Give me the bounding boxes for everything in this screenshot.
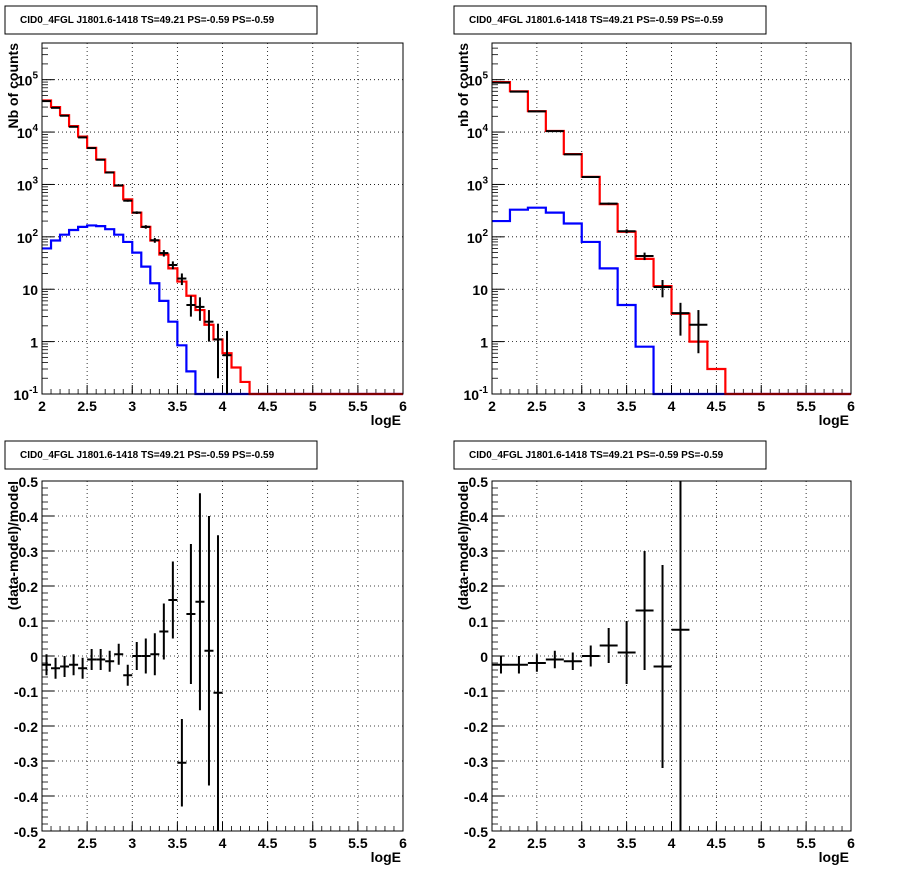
p1-title-box: [4, 5, 318, 35]
p1-plot-frame: [41, 42, 404, 395]
p4-ytick-label: 0.3: [469, 544, 489, 560]
p3-xtick-label: 4: [219, 835, 227, 851]
p4-xtick-label: 6: [847, 835, 855, 851]
p4-xtick-label: 3: [578, 835, 586, 851]
p3-ylabel: (data-model)/model: [5, 481, 21, 610]
p2-ytick-label: 1: [480, 335, 488, 351]
p1-ytick-label: 102: [17, 228, 39, 246]
p3-plot-frame: [41, 480, 404, 832]
p1-xlabel: logE: [371, 412, 401, 428]
p4-xtick-label: 2: [488, 835, 496, 851]
p1-ytick-label: 103: [17, 175, 39, 193]
p1-title: CID0_4FGL J1801.6-1418 TS=49.21 PS=-0.59…: [20, 15, 275, 26]
p1-xtick-label: 5: [309, 398, 317, 414]
p2-xtick-label: 4: [668, 398, 676, 414]
p3-ytick-label: -0.2: [14, 719, 38, 735]
p4-title: CID0_4FGL J1801.6-1418 TS=49.21 PS=-0.59…: [469, 450, 724, 461]
p1-xtick-label: 6: [399, 398, 407, 414]
p1-ytick-label: 1: [30, 335, 38, 351]
p1-xtick-label: 4.5: [258, 398, 278, 414]
p2-xtick-label: 4.5: [707, 398, 727, 414]
p4-ytick-label: 0.1: [469, 614, 489, 630]
p4-plot-frame: [491, 480, 852, 832]
p3-xtick-label: 2: [38, 835, 46, 851]
p4-ytick-label: 0.5: [469, 474, 489, 490]
p2-xtick-label: 5.5: [796, 398, 816, 414]
p3-xtick-label: 6: [399, 835, 407, 851]
p4-xtick-label: 3.5: [617, 835, 637, 851]
p3-ytick-label: -0.4: [14, 789, 38, 805]
p4-ytick-label: 0: [480, 649, 488, 665]
p3-xtick-label: 3: [128, 835, 136, 851]
p3-xtick-label: 5: [309, 835, 317, 851]
p2-title-box: [453, 5, 767, 35]
p3-xtick-label: 4.5: [258, 835, 278, 851]
p4-xtick-label: 5: [757, 835, 765, 851]
p2-ytick-label: 103: [467, 175, 489, 193]
p4-ytick-label: -0.4: [464, 789, 488, 805]
p3-ytick-label: 0: [30, 649, 38, 665]
p3-xtick-label: 3.5: [168, 835, 188, 851]
p1-ytick-label: 10-1: [14, 385, 39, 403]
p3-xtick-label: 5.5: [348, 835, 368, 851]
p2-ytick-label: 10-1: [464, 385, 489, 403]
p3-ytick-label: -0.3: [14, 754, 38, 770]
p3-ytick-label: 0.1: [19, 614, 39, 630]
p1-xtick-label: 2: [38, 398, 46, 414]
p1-xtick-label: 5.5: [348, 398, 368, 414]
p3-title: CID0_4FGL J1801.6-1418 TS=49.21 PS=-0.59…: [20, 450, 275, 461]
p3-xtick-label: 2.5: [77, 835, 97, 851]
p4-title-box: [453, 440, 767, 470]
p4-xtick-label: 4.5: [707, 835, 727, 851]
p1-xtick-label: 4: [219, 398, 227, 414]
p3-ytick-label: -0.5: [14, 824, 38, 840]
p4-ytick-label: -0.5: [464, 824, 488, 840]
p2-xtick-label: 5: [757, 398, 765, 414]
p4-xtick-label: 4: [668, 835, 676, 851]
p1-xtick-label: 3.5: [168, 398, 188, 414]
p1-xtick-label: 3: [128, 398, 136, 414]
p2-xtick-label: 3: [578, 398, 586, 414]
p3-xlabel: logE: [371, 849, 401, 865]
p4-xtick-label: 5.5: [796, 835, 816, 851]
p1-ylabel: Nb of counts: [5, 43, 21, 129]
p4-ytick-label: -0.2: [464, 719, 488, 735]
p1-xtick-label: 2.5: [77, 398, 97, 414]
p2-ytick-label: 102: [467, 228, 489, 246]
p2-xtick-label: 6: [847, 398, 855, 414]
p3-title-box: [4, 440, 318, 470]
p2-ylabel: nb of counts: [455, 43, 471, 127]
p4-xtick-label: 2.5: [527, 835, 547, 851]
p2-ytick-label: 105: [467, 71, 489, 89]
p2-title: CID0_4FGL J1801.6-1418 TS=49.21 PS=-0.59…: [469, 15, 724, 26]
p4-ytick-label: -0.1: [464, 684, 488, 700]
p2-xtick-label: 3.5: [617, 398, 637, 414]
p4-ytick-label: 0.4: [469, 509, 489, 525]
p3-ytick-label: 0.3: [19, 544, 39, 560]
p3-ytick-label: 0.5: [19, 474, 39, 490]
p2-xtick-label: 2.5: [527, 398, 547, 414]
p1-ytick-label: 10: [22, 282, 38, 298]
p3-ytick-label: 0.2: [19, 579, 39, 595]
p4-ytick-label: -0.3: [464, 754, 488, 770]
p2-xlabel: logE: [819, 412, 849, 428]
p3-ytick-label: -0.1: [14, 684, 38, 700]
p4-ytick-label: 0.2: [469, 579, 489, 595]
p2-ytick-label: 104: [467, 123, 489, 141]
p2-plot-frame: [491, 42, 852, 395]
p1-ytick-label: 104: [17, 123, 39, 141]
p3-ytick-label: 0.4: [19, 509, 39, 525]
p4-ylabel: (data-model)/model: [455, 481, 471, 610]
p1-ytick-label: 105: [17, 71, 39, 89]
p4-xlabel: logE: [819, 849, 849, 865]
p2-xtick-label: 2: [488, 398, 496, 414]
p2-ytick-label: 10: [472, 282, 488, 298]
